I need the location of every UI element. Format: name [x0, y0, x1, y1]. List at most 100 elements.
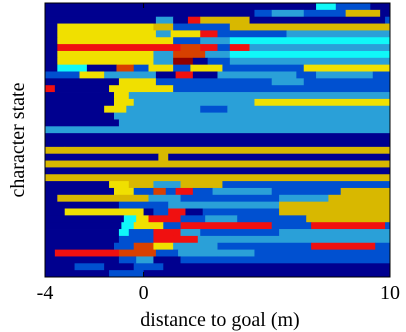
- heatmap-cell: [118, 78, 157, 86]
- heatmap-cell: [136, 256, 154, 264]
- heatmap-cell: [148, 64, 174, 72]
- heatmap-cell: [375, 242, 391, 250]
- heatmap-cell: [45, 140, 391, 148]
- heatmap-cell: [303, 9, 347, 18]
- heatmap-cell: [155, 30, 172, 38]
- heatmap-cell: [153, 23, 174, 31]
- heatmap-cell: [222, 64, 305, 72]
- heatmap-cell: [45, 167, 391, 175]
- heatmap-cell: [279, 201, 391, 209]
- heatmap-cell: [303, 64, 391, 72]
- heatmap-cell: [202, 208, 280, 216]
- heatmap-cell: [57, 37, 174, 45]
- heatmap-cell: [148, 215, 181, 223]
- heatmap-row: [45, 85, 391, 93]
- heatmap-cell: [200, 44, 218, 52]
- heatmap-cell: [57, 23, 154, 31]
- heatmap-cell: [180, 256, 218, 264]
- heatmap-cell: [45, 174, 391, 182]
- heatmap-cell: [279, 208, 391, 216]
- heatmap-cell: [385, 222, 391, 230]
- heatmap-cell: [114, 112, 157, 120]
- heatmap-cell: [173, 37, 201, 45]
- heatmap-row: [45, 44, 391, 52]
- heatmap-cell: [180, 229, 201, 237]
- heatmap-cell: [45, 3, 317, 11]
- heatmap-cell: [316, 71, 374, 79]
- heatmap-cell: [45, 126, 391, 134]
- x-axis-label: distance to goal (m): [140, 309, 299, 331]
- heatmap-cell: [178, 119, 391, 127]
- heatmap-cell: [45, 57, 58, 66]
- heatmap-cell: [54, 249, 120, 257]
- heatmap-cell: [128, 229, 154, 237]
- heatmap-cell: [155, 16, 174, 24]
- heatmap-cell: [123, 215, 137, 223]
- heatmap-cell: [175, 187, 194, 196]
- heatmap-cell: [158, 153, 169, 161]
- heatmap-cell: [163, 270, 391, 278]
- heatmap-row: [45, 133, 391, 141]
- heatmap-cell: [45, 44, 58, 52]
- heatmap-cell: [271, 187, 342, 196]
- heatmap-cell: [45, 23, 58, 31]
- heatmap-cell: [153, 235, 174, 244]
- heatmap-cell: [136, 235, 154, 244]
- heatmap-cell: [222, 181, 391, 189]
- heatmap-row: [45, 140, 391, 148]
- heatmap-cell: [118, 256, 137, 264]
- heatmap-row: [45, 167, 391, 175]
- heatmap-cell: [133, 187, 154, 196]
- heatmap-cell: [335, 3, 371, 11]
- heatmap-row: [45, 201, 391, 209]
- heatmap-cell: [286, 30, 391, 38]
- heatmap-cell: [153, 181, 181, 189]
- heatmap-cell: [229, 78, 273, 86]
- heatmap-row: [45, 270, 391, 278]
- heatmap-cell: [118, 235, 137, 244]
- heatmap-cell: [45, 16, 157, 24]
- heatmap-cell: [155, 78, 174, 86]
- heatmap-cell: [155, 71, 176, 79]
- heatmap-cell: [45, 112, 115, 120]
- heatmap-cell: [64, 208, 144, 216]
- heatmap-cell: [104, 105, 127, 113]
- heatmap-cell: [187, 16, 201, 24]
- heatmap-row: [45, 235, 391, 244]
- heatmap-cell: [229, 23, 305, 31]
- heatmap-cell: [168, 201, 280, 209]
- heatmap-cell: [45, 50, 58, 59]
- heatmap-cell: [173, 50, 191, 59]
- heatmap-cell: [229, 57, 391, 66]
- heatmap-cell: [197, 23, 231, 31]
- heatmap-cell: [118, 229, 130, 237]
- heatmap-row: [45, 153, 391, 161]
- heatmap-cell: [45, 133, 391, 141]
- heatmap-cell: [205, 50, 231, 59]
- heatmap-row: [45, 208, 391, 216]
- heatmap-cell: [45, 98, 115, 107]
- heatmap-cell: [190, 50, 206, 59]
- heatmap-cell: [212, 187, 273, 196]
- heatmap-cell: [279, 229, 391, 237]
- heatmap-cell: [168, 153, 391, 161]
- heatmap-cell: [45, 92, 115, 100]
- heatmap-cell: [271, 9, 305, 18]
- heatmap-row: [45, 222, 391, 230]
- heatmap-row: [45, 3, 391, 11]
- heatmap-row: [45, 174, 391, 182]
- heatmap-cell: [143, 270, 164, 278]
- heatmap-cell: [271, 78, 305, 86]
- heatmap-cell: [303, 23, 391, 31]
- heatmap-cell: [133, 98, 255, 107]
- heatmap-cell: [372, 71, 391, 79]
- heatmap-cell: [126, 105, 201, 113]
- heatmap-cell: [311, 222, 386, 230]
- heatmap-cell: [133, 64, 149, 72]
- heatmap-cell: [197, 235, 231, 244]
- heatmap-cell: [180, 222, 273, 230]
- heatmap-cell: [45, 222, 122, 230]
- heatmap-cell: [173, 78, 231, 86]
- heatmap-cell: [237, 215, 307, 223]
- heatmap-cell: [128, 181, 154, 189]
